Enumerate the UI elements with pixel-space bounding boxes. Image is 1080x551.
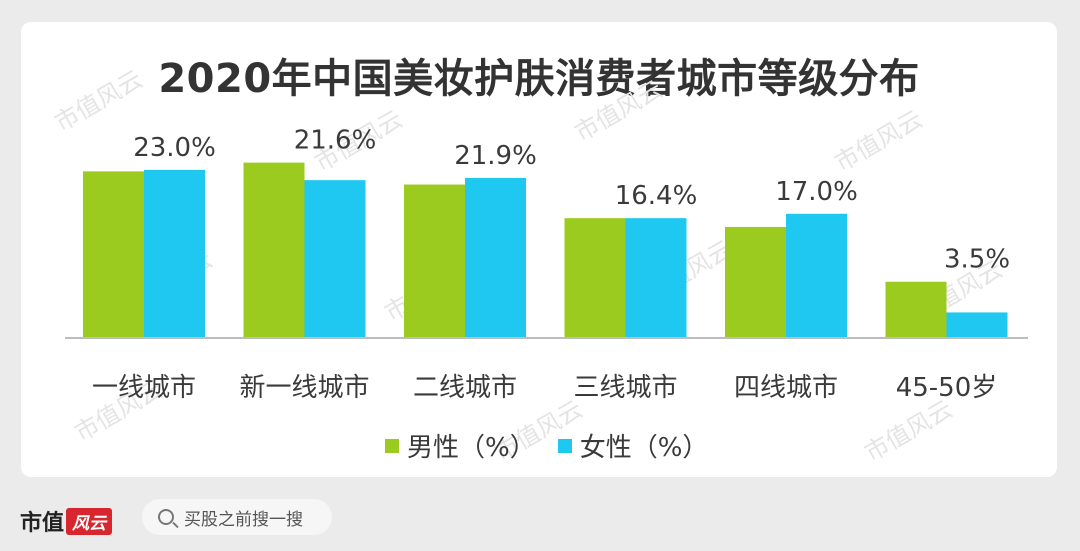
legend: 男性（%） 女性（%）: [385, 427, 708, 464]
legend-swatch-male: [385, 438, 399, 453]
x-tick-label-2: 二线城市: [413, 373, 517, 403]
chart-card: 2020年中国美妆护肤消费者城市等级分布 市值风云 市值风云 市值风云 市值风云 市值风…: [21, 22, 1057, 477]
data-label-5: 3.5%: [944, 245, 1010, 275]
bar-female-0: [144, 169, 205, 338]
bar-female-1: [304, 180, 366, 338]
watermark-text: 市值风云: [570, 75, 667, 147]
x-tick-label-5: 45-50岁: [896, 373, 998, 403]
bar-male-1: [243, 162, 305, 338]
search-placeholder: 买股之前搜一搜: [184, 509, 303, 530]
x-tick-label-4: 四线城市: [734, 373, 838, 403]
footer-bar: 市值 风云 买股之前搜一搜: [0, 479, 1080, 551]
bar-female-4: [786, 213, 847, 338]
legend-label-female: 女性（%）: [579, 433, 709, 463]
data-label-3: 16.4%: [615, 181, 698, 211]
brand-seal: 风云: [66, 507, 113, 535]
bar-male-5: [885, 281, 947, 338]
data-label-4: 17.0%: [775, 177, 858, 207]
search-pill[interactable]: 买股之前搜一搜: [142, 499, 332, 535]
bar-female-3: [625, 218, 687, 338]
x-tick-label-0: 一线城市: [92, 373, 196, 403]
watermark-text: 市值风云: [830, 105, 927, 177]
brand-logo[interactable]: 市值 风云: [20, 505, 113, 537]
data-label-1: 21.6%: [294, 126, 377, 156]
bar-male-2: [404, 184, 465, 338]
watermark-text: 市值风云: [50, 65, 147, 137]
search-icon: [158, 509, 174, 525]
data-label-0: 23.0%: [133, 133, 216, 163]
data-label-2: 21.9%: [454, 141, 537, 171]
watermark-text: 市值风云: [860, 395, 957, 467]
legend-item-male: 男性（%）: [385, 427, 536, 464]
legend-swatch-female: [557, 438, 572, 453]
bar-female-2: [465, 177, 526, 338]
bar-male-4: [725, 226, 786, 338]
x-tick-label-1: 新一线城市: [239, 373, 369, 403]
chart-title: 2020年中国美妆护肤消费者城市等级分布: [158, 56, 920, 102]
x-tick-label-3: 三线城市: [573, 373, 677, 403]
bar-male-3: [564, 218, 626, 338]
bar-female-5: [946, 312, 1008, 338]
bar-male-0: [83, 171, 144, 338]
brand-text: 市值: [20, 511, 65, 536]
legend-label-male: 男性（%）: [407, 433, 536, 463]
bar-chart: 市值风云市值风云市值风云市值风云市值风云市值风云市值风云市值风云市值风云市值风云…: [50, 65, 1028, 467]
legend-item-female: 女性（%）: [557, 427, 709, 464]
